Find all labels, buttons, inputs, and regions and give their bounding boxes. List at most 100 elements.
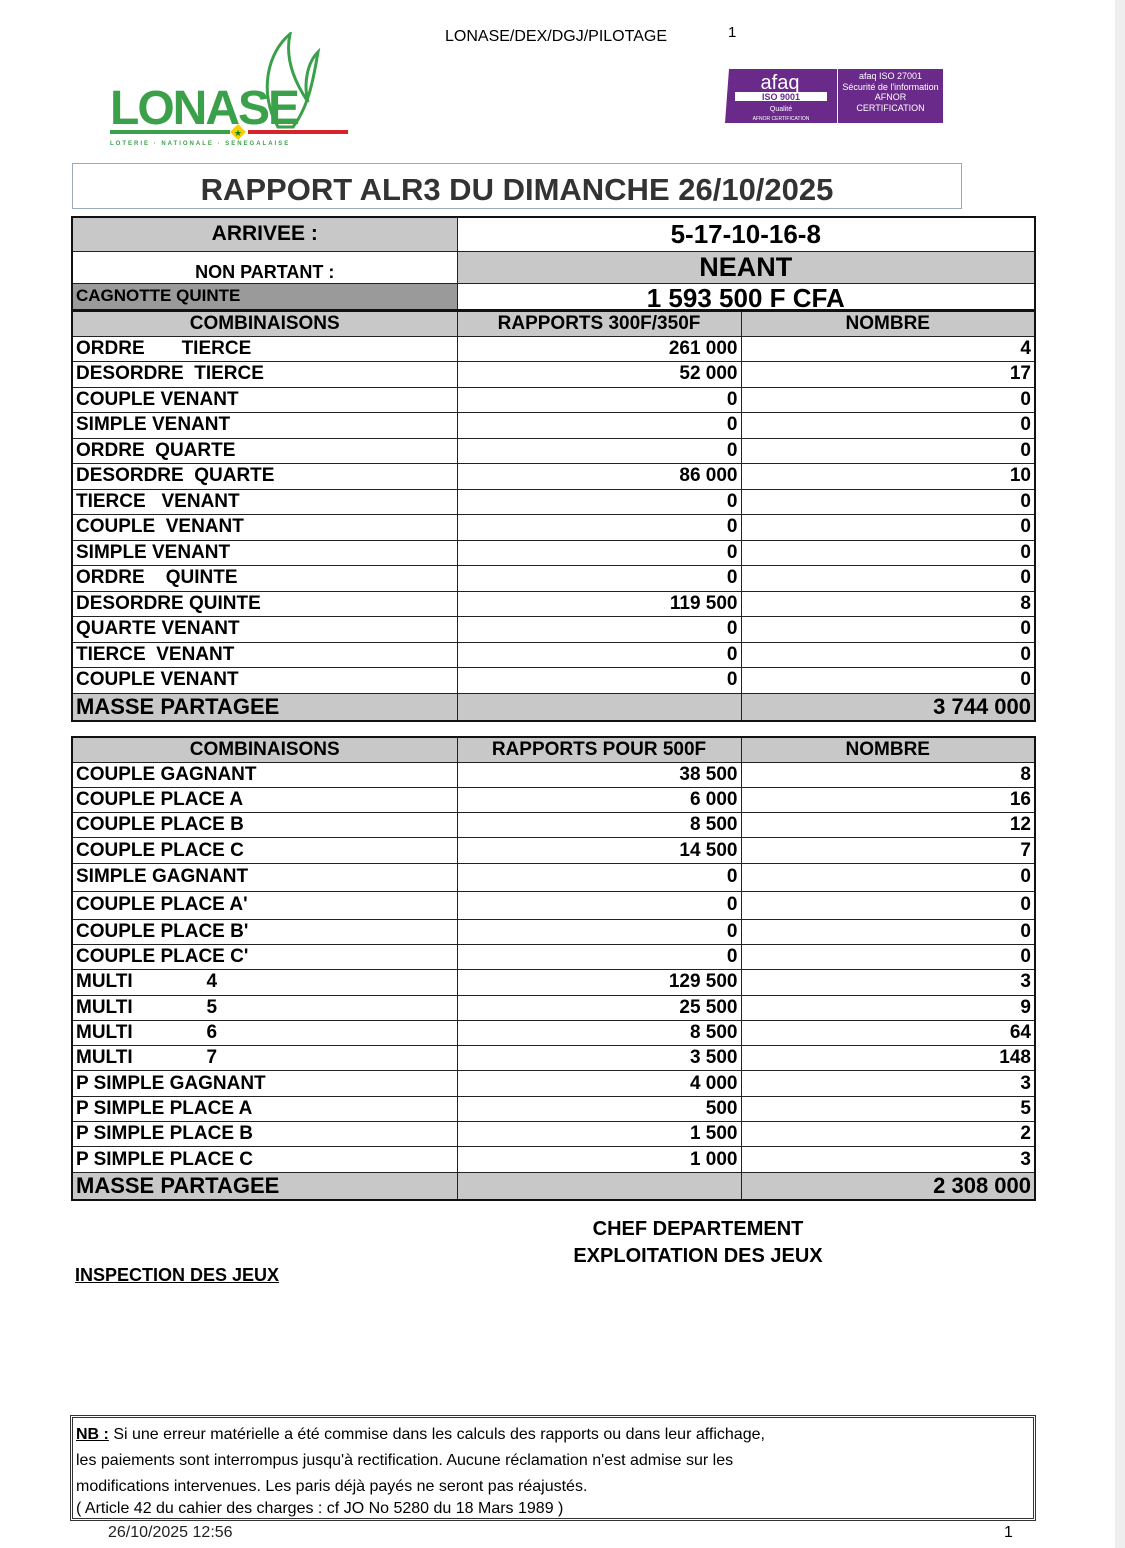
rapport-value: 0: [456, 943, 742, 971]
combination-name: MULTI 6: [71, 1019, 458, 1047]
table-row: COUPLE VENANT 0 0: [71, 514, 1036, 541]
table-row: COUPLE PLACE B' 0 0: [71, 918, 1036, 945]
combination-name: MULTI 4: [71, 969, 458, 996]
non-partant-label: NON PARTANT :: [71, 250, 458, 284]
nombre-value: 0: [740, 616, 1036, 643]
nombre-value: 0: [740, 386, 1036, 413]
note-line: Si une erreur matérielle a été commise d…: [108, 1426, 765, 1443]
rapport-value: 119 500: [456, 590, 742, 617]
masse-label: MASSE PARTAGEE: [71, 1171, 458, 1201]
lonase-logo: LONASE ★ LOTERIE · NATIONALE · SENEGALAI…: [110, 32, 348, 147]
table-row: DESORDRE TIERCE 52 000 17: [71, 361, 1036, 388]
combination-name: COUPLE PLACE C': [71, 943, 458, 971]
table-row: TIERCE VENANT 0 0: [71, 641, 1036, 668]
combination-name: COUPLE PLACE B': [71, 918, 458, 945]
combination-name: COUPLE PLACE B: [71, 812, 458, 839]
nombre-value: 0: [740, 539, 1036, 566]
draw-summary-table: ARRIVEE :5-17-10-16-8 NON PARTANT : NEANT…: [71, 216, 1036, 311]
nombre-value: 16: [740, 786, 1036, 814]
combination-name: COUPLE PLACE C: [71, 837, 458, 864]
rapport-value: 52 000: [456, 361, 742, 388]
nombre-value: 0: [740, 890, 1036, 920]
combination-name: QUARTE VENANT: [71, 616, 458, 643]
nombre-value: 0: [740, 943, 1036, 971]
rapport-value: 86 000: [456, 463, 742, 490]
combination-name: P SIMPLE GAGNANT: [71, 1070, 458, 1097]
table-row: SIMPLE GAGNANT 0 0: [71, 862, 1036, 892]
combination-name: TIERCE VENANT: [71, 641, 458, 668]
rapport-value: 129 500: [456, 969, 742, 996]
table-row: SIMPLE VENANT 0 0: [71, 539, 1036, 566]
signature-title: CHEF DEPARTEMENT: [592, 1218, 804, 1240]
combination-name: ORDRE QUARTE: [71, 437, 458, 464]
svg-text:ISO 9001: ISO 9001: [762, 92, 800, 102]
table-row: MULTI 5 25 500 9: [71, 994, 1036, 1021]
masse-value: 3 744 000: [740, 692, 1036, 721]
svg-text:LONASE: LONASE: [110, 82, 299, 135]
report-title: RAPPORT ALR3 DU DIMANCHE 26/10/2025: [72, 163, 962, 209]
nombre-value: 0: [740, 437, 1036, 464]
rapport-value: 0: [456, 641, 742, 668]
nombre-value: 3: [740, 969, 1036, 996]
column-header: NOMBRE: [740, 736, 1036, 763]
nombre-value: 0: [740, 918, 1036, 945]
combination-name: P SIMPLE PLACE A: [71, 1095, 458, 1123]
column-header: RAPPORTS POUR 500F: [456, 736, 742, 763]
rapport-value: 0: [456, 918, 742, 945]
combination-name: COUPLE PLACE A: [71, 786, 458, 814]
rapport-value: 0: [456, 667, 742, 694]
rapport-value: 25 500: [456, 994, 742, 1021]
table-row: COUPLE GAGNANT 38 500 8: [71, 761, 1036, 788]
rapport-value: 0: [456, 539, 742, 566]
combination-name: DESORDRE TIERCE: [71, 361, 458, 388]
afaq-iso9001-logo: afaq ISO 9001 Qualité AFNOR CERTIFICATIO…: [725, 69, 837, 123]
combination-name: COUPLE GAGNANT: [71, 761, 458, 788]
combination-name: DESORDRE QUINTE: [71, 590, 458, 617]
page-number: 1: [728, 24, 737, 41]
masse-label: MASSE PARTAGEE: [71, 692, 458, 721]
column-header: COMBINAISONS: [71, 736, 458, 763]
note-line: ( Article 42 du cahier des charges : cf …: [76, 1500, 564, 1517]
combination-name: COUPLE VENANT: [71, 386, 458, 413]
arrivee-label: ARRIVEE :: [71, 216, 458, 252]
nombre-value: 64: [740, 1019, 1036, 1047]
print-timestamp: 26/10/2025 12:56: [108, 1524, 233, 1541]
quinte-results-table: COMBINAISONS RAPPORTS 300F/350F NOMBRE O…: [71, 310, 1036, 722]
table-row: COUPLE PLACE A' 0 0: [71, 890, 1036, 920]
note-box: NB : Si une erreur matérielle a été comm…: [70, 1415, 1036, 1521]
nombre-value: 3: [740, 1146, 1036, 1173]
column-header: COMBINAISONS: [71, 310, 458, 337]
rapport-value: 0: [456, 514, 742, 541]
combination-name: COUPLE VENANT: [71, 514, 458, 541]
nombre-value: 0: [740, 641, 1036, 668]
table-row: ORDRE TIERCE 261 000 4: [71, 335, 1036, 362]
combination-name: SIMPLE GAGNANT: [71, 862, 458, 892]
note-label: NB :: [76, 1426, 109, 1443]
svg-text:afaq: afaq: [761, 72, 800, 94]
combination-name: MULTI 7: [71, 1045, 458, 1072]
nombre-value: 10: [740, 463, 1036, 490]
combination-name: ORDRE TIERCE: [71, 335, 458, 362]
table-row: COUPLE PLACE C 14 500 7: [71, 837, 1036, 864]
rapport-value: 0: [456, 862, 742, 892]
combination-name: COUPLE PLACE A': [71, 890, 458, 920]
svg-text:★: ★: [234, 128, 242, 138]
svg-text:AFNOR CERTIFICATION: AFNOR CERTIFICATION: [753, 116, 810, 122]
rapport-value: 0: [456, 437, 742, 464]
table-row: DESORDRE QUARTE 86 000 10: [71, 463, 1036, 490]
arrivee-value: 5-17-10-16-8: [456, 216, 1036, 252]
nombre-value: 12: [740, 812, 1036, 839]
table-row: ORDRE QUINTE 0 0: [71, 565, 1036, 592]
nombre-value: 9: [740, 994, 1036, 1021]
nombre-value: 0: [740, 514, 1036, 541]
column-header: RAPPORTS 300F/350F: [456, 310, 742, 337]
combination-name: SIMPLE VENANT: [71, 539, 458, 566]
rapport-value: 14 500: [456, 837, 742, 864]
nombre-value: 17: [740, 361, 1036, 388]
nombre-value: 0: [740, 862, 1036, 892]
signature-subtitle: EXPLOITATION DES JEUX: [573, 1245, 823, 1267]
